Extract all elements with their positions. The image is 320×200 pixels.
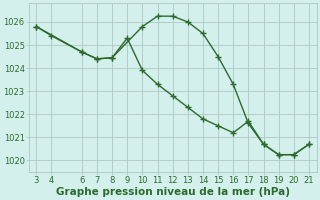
X-axis label: Graphe pression niveau de la mer (hPa): Graphe pression niveau de la mer (hPa) xyxy=(56,187,290,197)
